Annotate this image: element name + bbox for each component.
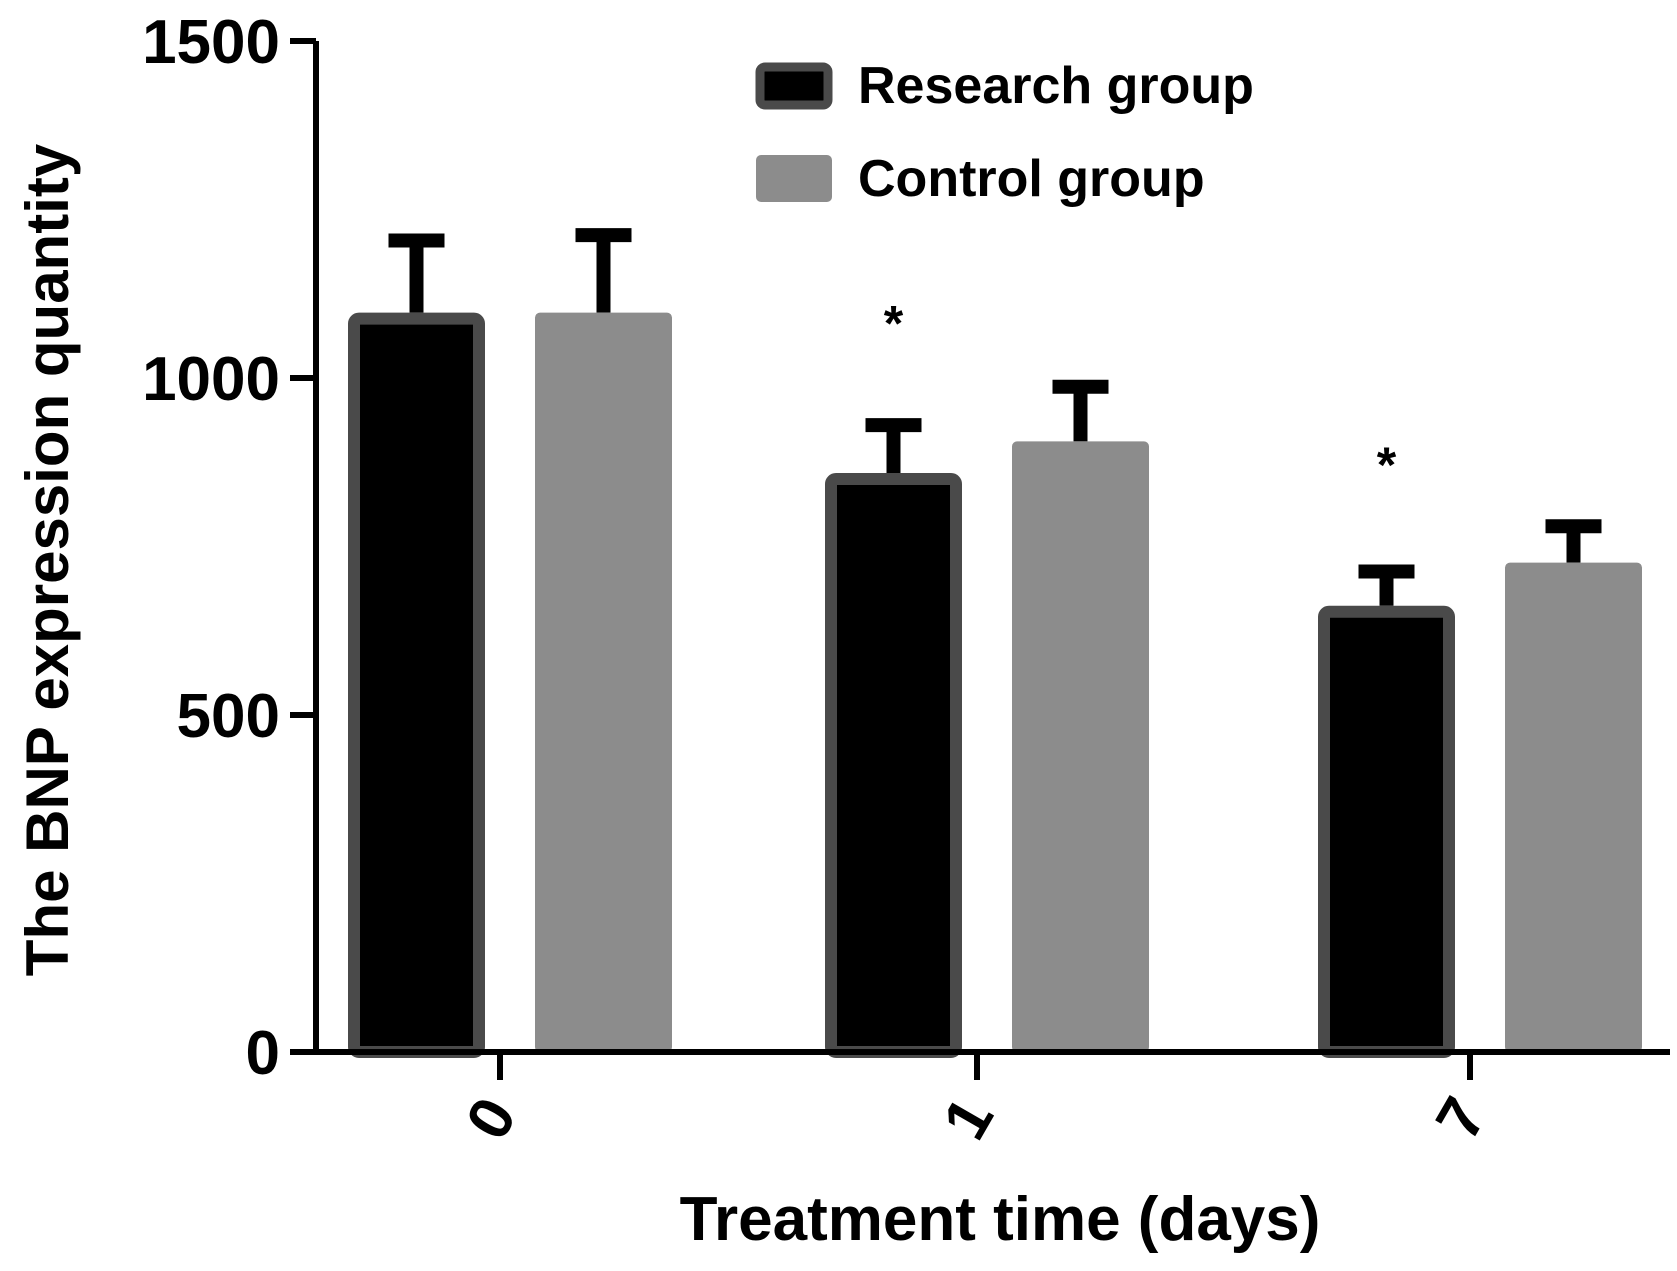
bar-control-day-1 <box>1012 441 1149 1053</box>
bar-research-day-7 <box>1318 605 1455 1058</box>
y-tick-label: 1500 <box>142 8 280 77</box>
significance-marker: * <box>1377 437 1397 493</box>
bars: ** <box>348 228 1642 1058</box>
legend-swatch-control <box>756 155 832 202</box>
y-axis-label: The BNP expression quantity <box>14 143 81 976</box>
y-tick-label: 0 <box>246 1019 280 1088</box>
x-tick-label: 1 <box>930 1087 1007 1151</box>
bar-research-day-1 <box>825 473 962 1058</box>
legend-swatch-research <box>755 62 833 110</box>
bar-research-day-0 <box>348 312 485 1058</box>
x-tick-label: 0 <box>453 1087 530 1151</box>
axes: 0 500 1000 1500 0 1 7 <box>142 8 1670 1151</box>
bar-control-day-0 <box>535 312 672 1052</box>
legend: Research group Control group <box>755 57 1254 208</box>
bar-control-day-7 <box>1505 562 1642 1052</box>
y-tick-label: 1000 <box>142 345 280 414</box>
legend-label-research: Research group <box>858 57 1254 115</box>
x-axis-label: Treatment time (days) <box>680 1185 1321 1254</box>
significance-marker: * <box>884 296 904 352</box>
x-tick-label: 7 <box>1423 1087 1500 1151</box>
legend-label-control: Control group <box>858 150 1205 208</box>
y-tick-label: 500 <box>177 682 280 751</box>
